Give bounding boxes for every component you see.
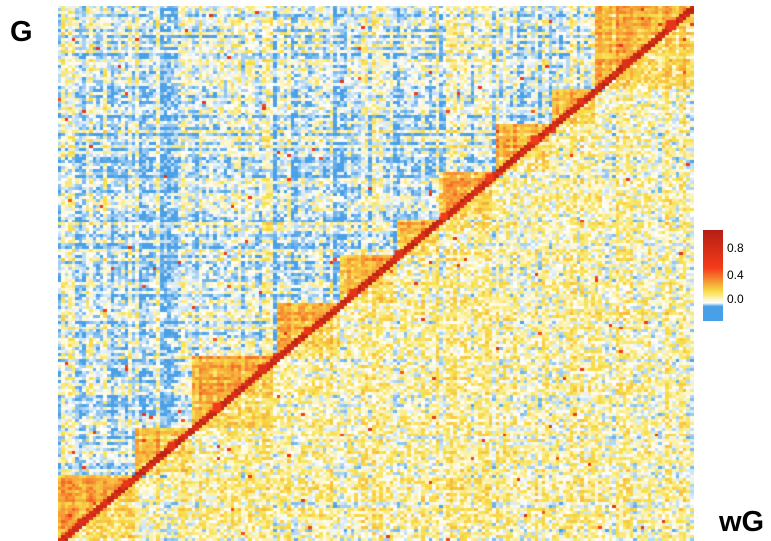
heatmap-canvas — [58, 6, 694, 541]
upper-matrix-label: G — [10, 16, 33, 48]
lower-matrix-label: wG — [719, 506, 765, 538]
colorbar-tick-0.8: 0.8 — [727, 241, 744, 255]
colorbar-tick-0.4: 0.4 — [727, 268, 744, 282]
colorbar-gradient — [703, 230, 723, 321]
colorbar — [703, 230, 723, 321]
heatmap-panel — [58, 6, 694, 541]
colorbar-tick-0.0: 0.0 — [727, 292, 744, 306]
